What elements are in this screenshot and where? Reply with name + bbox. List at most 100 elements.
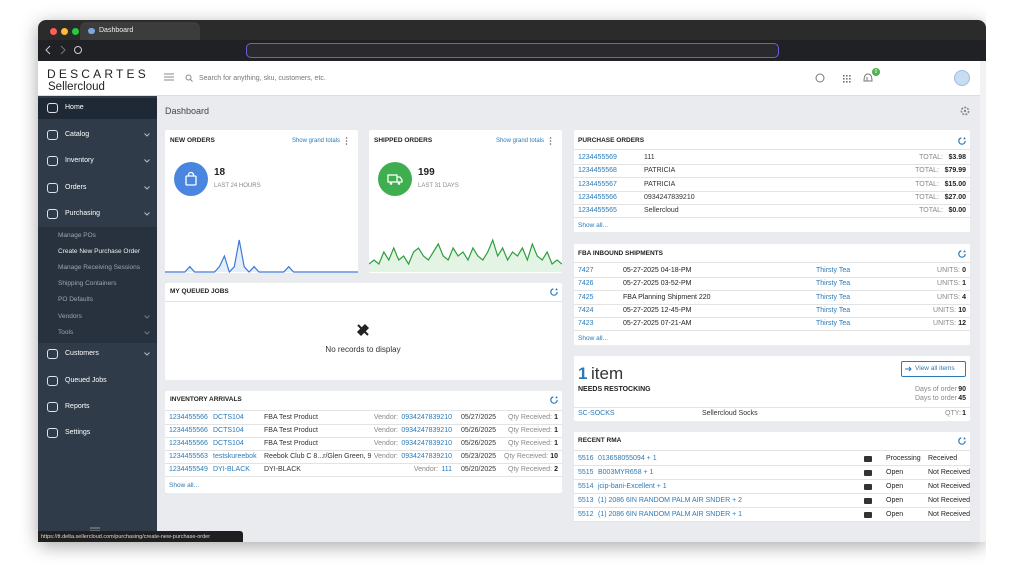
nav-icon [47,130,58,140]
po-link[interactable]: 1234455568 [578,167,617,175]
nav-item[interactable]: Home [65,104,84,111]
avatar [954,70,970,86]
nav-subitem[interactable]: Vendors [58,313,82,320]
card-title: MY QUEUED JOBS [170,288,229,295]
divider [574,330,970,332]
nav-item[interactable]: Queued Jobs [65,377,107,384]
arrow-icon [905,366,912,372]
nav-icon [47,209,58,219]
sku-link[interactable]: testskureebok [213,453,257,460]
vendor-link[interactable]: Thirsty Tea [816,306,851,314]
qty-label: QTY: [945,410,961,417]
vendor-link[interactable]: Thirsty Tea [816,293,851,301]
vendor-link[interactable]: 111 [441,466,452,473]
vendor-link[interactable]: 0934247839210 [401,427,452,434]
divider [165,437,562,438]
sku-link[interactable]: DCTS104 [213,414,244,421]
show-all-link[interactable]: Show all... [578,222,608,229]
sku-link[interactable]: SC-SOCKS [578,410,615,417]
nav-item[interactable]: Purchasing [65,210,101,217]
nav-item[interactable]: Settings [65,429,91,436]
card-icon [378,162,412,196]
channel-icon [864,470,872,476]
po-vendor: PATRICIA [644,167,676,175]
url-field[interactable] [246,43,779,58]
shipment-link[interactable]: 7425 [578,293,594,301]
nav-subitem[interactable]: Create New Purchase Order [58,248,141,255]
rma-items[interactable]: (1) 2086 6IN RANDOM PALM AIR SNDER + 1 [598,511,742,518]
card-title: PURCHASE ORDERS [578,137,645,144]
show-all-link[interactable]: Show all... [169,482,199,489]
status-url: https://tt.delta.sellercloud.com/purchas… [41,534,211,540]
card [574,244,970,345]
shipment-link[interactable]: 7424 [578,306,594,314]
nav-subitem[interactable]: Tools [58,329,74,336]
view-all-text[interactable]: View all items [915,365,955,372]
divider [165,301,562,302]
product-name: Reebok Club C 8...r/Glen Green, 9 [264,453,372,460]
vendor-link[interactable]: 0934247839210 [401,453,452,460]
shipment-link[interactable]: 7426 [578,280,594,288]
po-vendor: 0934247839210 [644,193,695,201]
grand-totals-link[interactable]: Show grand totals [495,138,544,144]
logo-bottom: Sellercloud [48,81,105,93]
vendor-link[interactable]: 0934247839210 [401,440,452,447]
product-name: FBA Test Product [264,414,318,421]
rma-link[interactable]: 5516 [578,455,594,462]
nav-subitem[interactable]: Manage Receiving Sessions [58,264,141,271]
po-link[interactable]: 1234455569 [578,154,617,161]
nav-item[interactable]: Inventory [65,157,94,164]
rma-link[interactable]: 5512 [578,511,594,518]
settings-icon [960,106,970,116]
nav-subitem[interactable]: Shipping Containers [58,280,117,287]
vendor-link[interactable]: Thirsty Tea [816,267,851,274]
refresh-icon [550,288,558,296]
qty-value: 10 [550,453,558,460]
nav-subitem[interactable]: PO Defaults [58,296,94,303]
nav-subitem[interactable]: Manage POs [58,232,96,239]
rma-items[interactable]: B003MYR658 + 1 [598,469,654,476]
nav-item[interactable]: Orders [65,184,87,191]
refresh-icon [958,437,966,445]
qty-value: 1 [554,414,558,421]
units-value: 10 [958,306,966,314]
nav-item[interactable]: Customers [65,350,99,357]
shipment-link[interactable]: 7427 [578,267,594,274]
po-link[interactable]: 1234455563 [169,453,208,460]
po-link[interactable]: 1234455566 [169,440,208,447]
vendor-link[interactable]: Thirsty Tea [816,280,851,288]
rma-link[interactable]: 5515 [578,469,594,476]
po-link[interactable]: 1234455566 [169,414,208,421]
divider [574,203,970,205]
grand-totals-link[interactable]: Show grand totals [291,138,340,144]
sku-link[interactable]: DCTS104 [213,440,244,447]
rma-items[interactable]: (1) 2086 6IN RANDOM PALM AIR SNDER + 2 [598,497,742,504]
view-all-button[interactable] [901,361,966,377]
divider [574,465,970,466]
chevron [144,159,150,163]
po-link[interactable]: 1234455567 [578,180,617,188]
channel-icon [864,484,872,490]
units-label: UNITS: [933,320,956,328]
arrival-date: 05/23/2025 [461,453,497,460]
nav-item[interactable]: Reports [65,403,90,410]
nav-icon [47,183,58,193]
divider [165,463,562,464]
sku-link[interactable]: DYI-BLACK [213,466,250,473]
po-link[interactable]: 1234455565 [578,207,617,215]
nav-icon [47,402,58,412]
rma-items[interactable]: jcip-bani-Excellent + 1 [598,483,667,490]
rma-link[interactable]: 5514 [578,483,594,490]
rma-items[interactable]: 013658055094 + 1 [598,455,657,462]
sku-link[interactable]: DCTS104 [213,427,244,434]
rma-link[interactable]: 5513 [578,497,594,504]
nav-item[interactable]: Catalog [65,131,90,138]
vendor-link[interactable]: Thirsty Tea [816,320,851,328]
po-link[interactable]: 1234455566 [169,427,208,434]
vendor-link[interactable]: 0934247839210 [401,414,452,421]
show-all-link[interactable]: Show all... [578,335,608,342]
po-link[interactable]: 1234455549 [169,466,208,473]
shipment-link[interactable]: 7423 [578,320,594,328]
po-link[interactable]: 1234455566 [578,193,617,201]
shipment-name: 05-27-2025 04-18-PM [623,267,692,274]
